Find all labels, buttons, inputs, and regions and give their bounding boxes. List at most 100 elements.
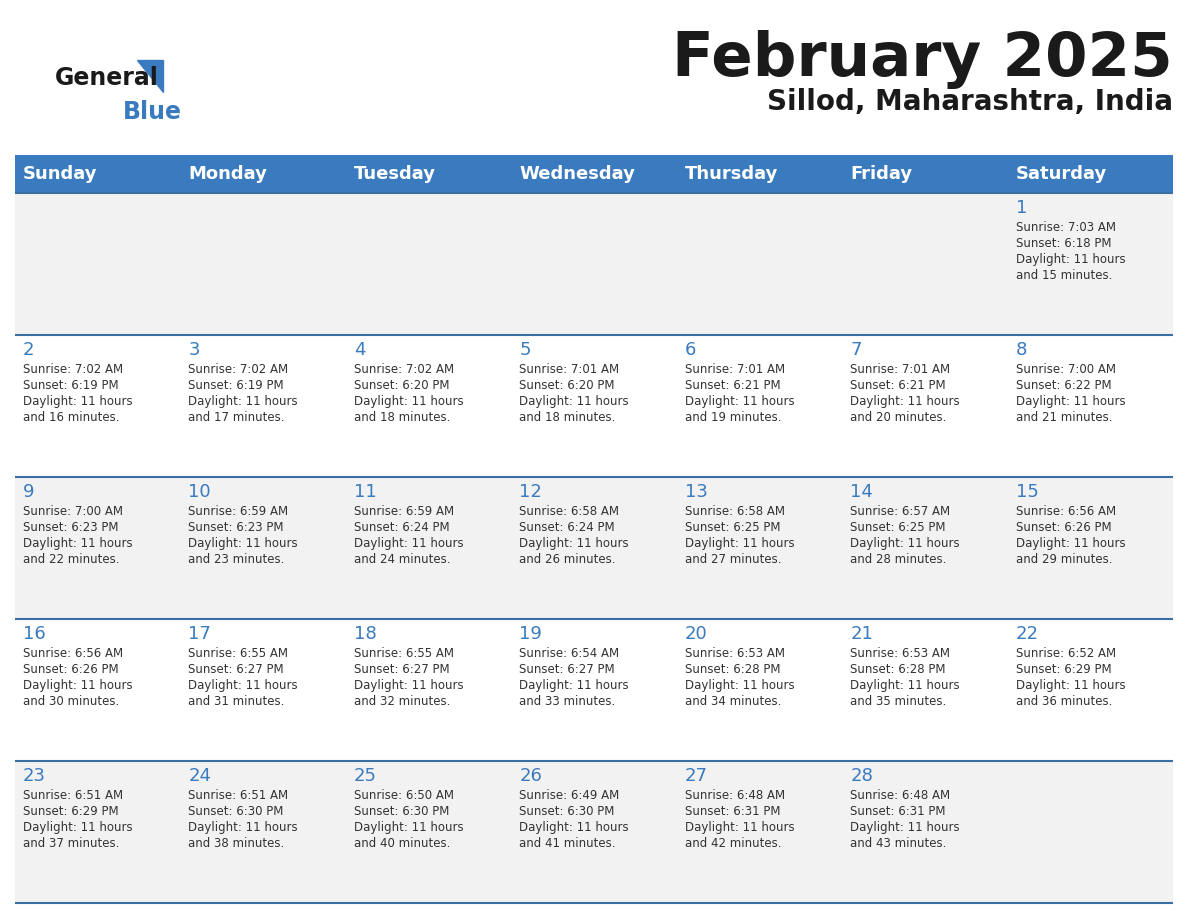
Text: and 43 minutes.: and 43 minutes. — [851, 837, 947, 850]
Bar — [15, 155, 1173, 193]
Text: Daylight: 11 hours: Daylight: 11 hours — [189, 537, 298, 550]
Text: Sunrise: 6:55 AM: Sunrise: 6:55 AM — [189, 647, 289, 660]
Text: Sunset: 6:24 PM: Sunset: 6:24 PM — [519, 521, 615, 534]
Text: Sunrise: 6:50 AM: Sunrise: 6:50 AM — [354, 789, 454, 802]
Text: Sunrise: 6:54 AM: Sunrise: 6:54 AM — [519, 647, 619, 660]
Text: Sunrise: 6:53 AM: Sunrise: 6:53 AM — [684, 647, 785, 660]
Text: Sunrise: 7:00 AM: Sunrise: 7:00 AM — [23, 505, 124, 518]
Text: Saturday: Saturday — [1016, 165, 1107, 183]
Text: Daylight: 11 hours: Daylight: 11 hours — [851, 395, 960, 408]
Bar — [15, 761, 1173, 903]
Text: 17: 17 — [189, 625, 211, 643]
Text: Blue: Blue — [124, 100, 182, 124]
Text: Sunset: 6:23 PM: Sunset: 6:23 PM — [189, 521, 284, 534]
Text: Daylight: 11 hours: Daylight: 11 hours — [519, 395, 628, 408]
Text: Sunset: 6:25 PM: Sunset: 6:25 PM — [684, 521, 781, 534]
Text: and 18 minutes.: and 18 minutes. — [354, 411, 450, 424]
Text: Sunrise: 6:58 AM: Sunrise: 6:58 AM — [519, 505, 619, 518]
Text: 25: 25 — [354, 767, 377, 785]
Text: Sunset: 6:31 PM: Sunset: 6:31 PM — [684, 805, 781, 818]
Text: Sunset: 6:24 PM: Sunset: 6:24 PM — [354, 521, 449, 534]
Text: Daylight: 11 hours: Daylight: 11 hours — [851, 679, 960, 692]
Text: Daylight: 11 hours: Daylight: 11 hours — [23, 679, 133, 692]
Text: and 15 minutes.: and 15 minutes. — [1016, 269, 1112, 282]
Text: Daylight: 11 hours: Daylight: 11 hours — [23, 537, 133, 550]
Text: Sunset: 6:26 PM: Sunset: 6:26 PM — [1016, 521, 1111, 534]
Text: Daylight: 11 hours: Daylight: 11 hours — [354, 395, 463, 408]
Text: Sunset: 6:28 PM: Sunset: 6:28 PM — [851, 663, 946, 676]
Text: and 26 minutes.: and 26 minutes. — [519, 553, 615, 566]
Text: 7: 7 — [851, 341, 861, 359]
Text: Sunset: 6:28 PM: Sunset: 6:28 PM — [684, 663, 781, 676]
Text: Daylight: 11 hours: Daylight: 11 hours — [1016, 679, 1125, 692]
Text: Daylight: 11 hours: Daylight: 11 hours — [354, 821, 463, 834]
Text: Sunrise: 7:02 AM: Sunrise: 7:02 AM — [189, 363, 289, 376]
Text: Daylight: 11 hours: Daylight: 11 hours — [684, 679, 795, 692]
Text: Daylight: 11 hours: Daylight: 11 hours — [23, 395, 133, 408]
Text: 4: 4 — [354, 341, 366, 359]
Text: General: General — [55, 66, 159, 90]
Text: and 38 minutes.: and 38 minutes. — [189, 837, 285, 850]
Text: Sunset: 6:27 PM: Sunset: 6:27 PM — [189, 663, 284, 676]
Text: Daylight: 11 hours: Daylight: 11 hours — [519, 537, 628, 550]
Text: and 23 minutes.: and 23 minutes. — [189, 553, 285, 566]
Text: Sunset: 6:22 PM: Sunset: 6:22 PM — [1016, 379, 1111, 392]
Text: 13: 13 — [684, 483, 708, 501]
Text: and 16 minutes.: and 16 minutes. — [23, 411, 120, 424]
Text: 16: 16 — [23, 625, 46, 643]
Text: and 32 minutes.: and 32 minutes. — [354, 695, 450, 708]
Text: Daylight: 11 hours: Daylight: 11 hours — [851, 537, 960, 550]
Text: and 40 minutes.: and 40 minutes. — [354, 837, 450, 850]
Text: Sunrise: 7:03 AM: Sunrise: 7:03 AM — [1016, 221, 1116, 234]
Text: 27: 27 — [684, 767, 708, 785]
Text: Sunrise: 7:02 AM: Sunrise: 7:02 AM — [23, 363, 124, 376]
Text: Monday: Monday — [189, 165, 267, 183]
Text: Sunset: 6:20 PM: Sunset: 6:20 PM — [354, 379, 449, 392]
Text: Sunrise: 7:01 AM: Sunrise: 7:01 AM — [851, 363, 950, 376]
Text: Sunset: 6:27 PM: Sunset: 6:27 PM — [354, 663, 449, 676]
Bar — [15, 193, 1173, 335]
Text: Sunrise: 6:57 AM: Sunrise: 6:57 AM — [851, 505, 950, 518]
Text: Sunrise: 6:55 AM: Sunrise: 6:55 AM — [354, 647, 454, 660]
Text: Daylight: 11 hours: Daylight: 11 hours — [851, 821, 960, 834]
Text: Daylight: 11 hours: Daylight: 11 hours — [519, 679, 628, 692]
Text: and 42 minutes.: and 42 minutes. — [684, 837, 782, 850]
Text: Sunset: 6:21 PM: Sunset: 6:21 PM — [684, 379, 781, 392]
Text: Sunrise: 7:02 AM: Sunrise: 7:02 AM — [354, 363, 454, 376]
Text: Daylight: 11 hours: Daylight: 11 hours — [189, 679, 298, 692]
Text: Sunrise: 7:01 AM: Sunrise: 7:01 AM — [519, 363, 619, 376]
Text: 5: 5 — [519, 341, 531, 359]
Text: Sunrise: 6:51 AM: Sunrise: 6:51 AM — [189, 789, 289, 802]
Text: and 41 minutes.: and 41 minutes. — [519, 837, 615, 850]
Text: Sunrise: 6:59 AM: Sunrise: 6:59 AM — [189, 505, 289, 518]
Text: 2: 2 — [23, 341, 34, 359]
Text: Sunset: 6:29 PM: Sunset: 6:29 PM — [1016, 663, 1111, 676]
Text: 10: 10 — [189, 483, 211, 501]
Text: Tuesday: Tuesday — [354, 165, 436, 183]
Text: and 22 minutes.: and 22 minutes. — [23, 553, 120, 566]
Text: Sunset: 6:31 PM: Sunset: 6:31 PM — [851, 805, 946, 818]
Text: Daylight: 11 hours: Daylight: 11 hours — [189, 395, 298, 408]
Bar — [15, 477, 1173, 619]
Text: Friday: Friday — [851, 165, 912, 183]
Text: Sunrise: 6:58 AM: Sunrise: 6:58 AM — [684, 505, 785, 518]
Text: 12: 12 — [519, 483, 542, 501]
Polygon shape — [137, 60, 163, 92]
Text: 28: 28 — [851, 767, 873, 785]
Text: Sunrise: 6:53 AM: Sunrise: 6:53 AM — [851, 647, 950, 660]
Text: and 27 minutes.: and 27 minutes. — [684, 553, 782, 566]
Text: Daylight: 11 hours: Daylight: 11 hours — [1016, 537, 1125, 550]
Text: 18: 18 — [354, 625, 377, 643]
Text: Sunset: 6:30 PM: Sunset: 6:30 PM — [189, 805, 284, 818]
Text: Sunset: 6:21 PM: Sunset: 6:21 PM — [851, 379, 946, 392]
Text: 3: 3 — [189, 341, 200, 359]
Text: 19: 19 — [519, 625, 542, 643]
Text: 21: 21 — [851, 625, 873, 643]
Text: 24: 24 — [189, 767, 211, 785]
Text: Sunday: Sunday — [23, 165, 97, 183]
Text: and 31 minutes.: and 31 minutes. — [189, 695, 285, 708]
Text: Daylight: 11 hours: Daylight: 11 hours — [1016, 253, 1125, 266]
Text: Sunset: 6:29 PM: Sunset: 6:29 PM — [23, 805, 119, 818]
Text: Daylight: 11 hours: Daylight: 11 hours — [189, 821, 298, 834]
Text: and 30 minutes.: and 30 minutes. — [23, 695, 119, 708]
